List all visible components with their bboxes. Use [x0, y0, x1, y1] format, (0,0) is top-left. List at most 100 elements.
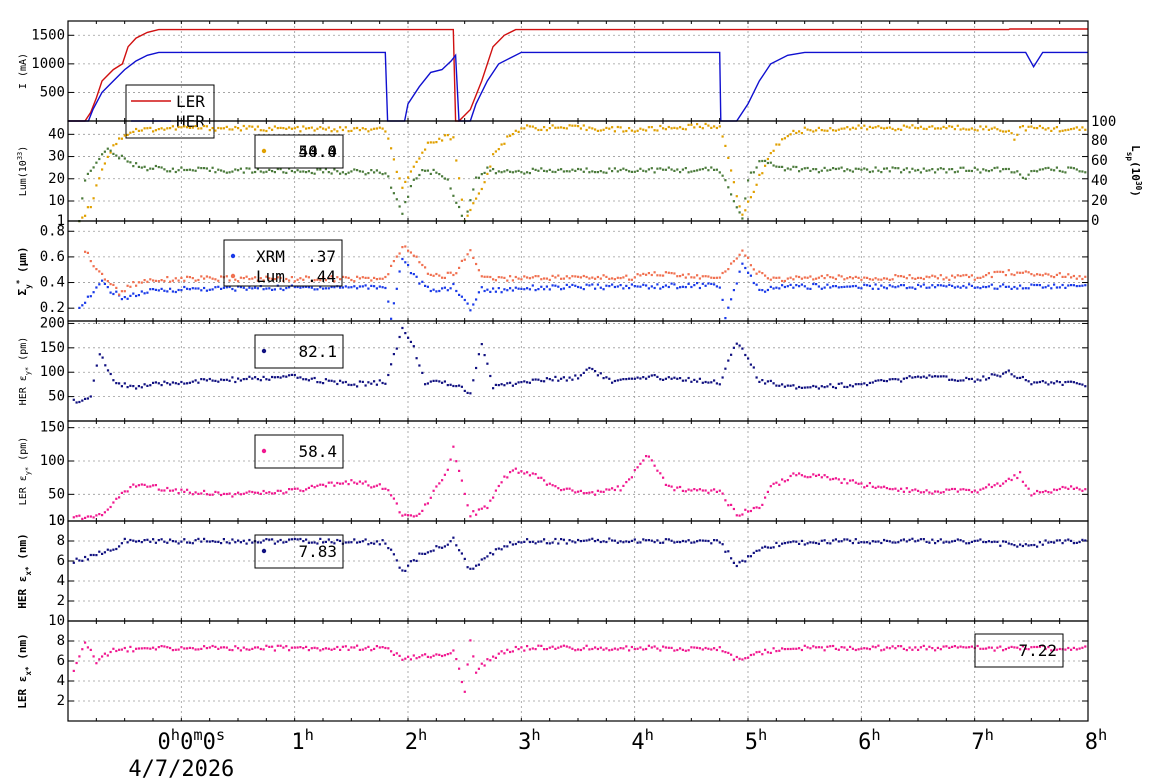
- data-point: [432, 141, 435, 144]
- data-point: [180, 276, 183, 279]
- data-point: [438, 482, 441, 485]
- data-point: [1030, 125, 1033, 128]
- data-point: [143, 647, 146, 650]
- data-point: [489, 275, 492, 279]
- data-point: [902, 275, 905, 278]
- data-point: [625, 284, 628, 287]
- data-point: [506, 135, 509, 138]
- data-point: [324, 168, 327, 171]
- data-point: [571, 275, 574, 278]
- data-point: [667, 271, 670, 274]
- data-point: [548, 542, 551, 545]
- data-point: [747, 200, 750, 203]
- data-point: [517, 648, 520, 651]
- data-point: [645, 647, 648, 651]
- data-point: [494, 489, 497, 492]
- data-point: [602, 377, 605, 380]
- data-point: [486, 658, 489, 661]
- data-point: [707, 275, 710, 278]
- data-point: [265, 170, 268, 173]
- data-point: [174, 277, 177, 280]
- data-point: [891, 278, 894, 281]
- data-point: [279, 376, 282, 379]
- data-point: [194, 287, 197, 290]
- data-point: [866, 541, 869, 544]
- data-point: [398, 511, 401, 514]
- data-point: [449, 540, 452, 543]
- data-point: [123, 646, 126, 650]
- data-point: [89, 169, 92, 172]
- data-point: [744, 197, 747, 200]
- data-point: [713, 647, 716, 650]
- data-point: [370, 284, 373, 287]
- data-point: [322, 171, 325, 174]
- data-point: [149, 288, 152, 291]
- data-point: [350, 286, 353, 289]
- data-point: [956, 124, 959, 127]
- series-her_eps_x-0: [72, 536, 1087, 572]
- data-point: [1033, 169, 1036, 172]
- data-point: [840, 382, 843, 385]
- data-point: [271, 538, 274, 541]
- data-point: [826, 645, 829, 648]
- data-point: [911, 376, 914, 379]
- data-point: [506, 169, 509, 172]
- data-point: [769, 278, 772, 281]
- data-point: [174, 290, 177, 294]
- data-point: [251, 171, 254, 174]
- data-point: [792, 647, 795, 650]
- data-point: [140, 386, 143, 389]
- data-point: [203, 537, 206, 540]
- data-point: [115, 649, 118, 653]
- data-point: [313, 486, 316, 489]
- data-point: [350, 646, 353, 649]
- data-point: [248, 490, 251, 493]
- data-point: [310, 647, 313, 650]
- data-point: [273, 376, 276, 379]
- data-point: [905, 649, 908, 652]
- data-point: [106, 548, 109, 551]
- data-point: [687, 282, 690, 285]
- data-point: [401, 569, 404, 572]
- data-point: [664, 538, 667, 541]
- data-point: [656, 283, 659, 286]
- data-point: [84, 555, 87, 559]
- data-point: [220, 169, 223, 172]
- data-point: [330, 172, 333, 175]
- data-point: [239, 493, 242, 496]
- data-point: [596, 129, 599, 132]
- data-point: [401, 246, 404, 249]
- data-point: [846, 285, 849, 288]
- data-point: [86, 397, 89, 400]
- data-point: [820, 476, 823, 479]
- data-point: [81, 216, 84, 219]
- data-point: [1053, 283, 1056, 286]
- data-point: [390, 147, 393, 150]
- data-point: [268, 126, 271, 130]
- data-point: [715, 382, 718, 385]
- data-point: [489, 165, 492, 168]
- data-point: [1067, 487, 1070, 490]
- data-point: [262, 489, 265, 493]
- data-point: [276, 127, 279, 130]
- data-point: [483, 664, 486, 667]
- data-point: [126, 284, 129, 287]
- data-point: [557, 168, 560, 171]
- data-point: [922, 375, 925, 378]
- data-point: [322, 541, 325, 544]
- data-point: [766, 490, 769, 493]
- data-point: [381, 539, 384, 542]
- data-point: [154, 484, 157, 487]
- data-point: [89, 515, 92, 518]
- data-point: [373, 171, 376, 174]
- data-point: [775, 165, 778, 168]
- data-point: [146, 647, 149, 650]
- data-point: [324, 128, 327, 131]
- data-point: [630, 278, 633, 281]
- data-point: [888, 647, 891, 650]
- data-point: [905, 167, 908, 170]
- data-point: [305, 538, 308, 541]
- data-point: [951, 645, 954, 648]
- data-point: [976, 168, 979, 171]
- data-point: [761, 546, 764, 549]
